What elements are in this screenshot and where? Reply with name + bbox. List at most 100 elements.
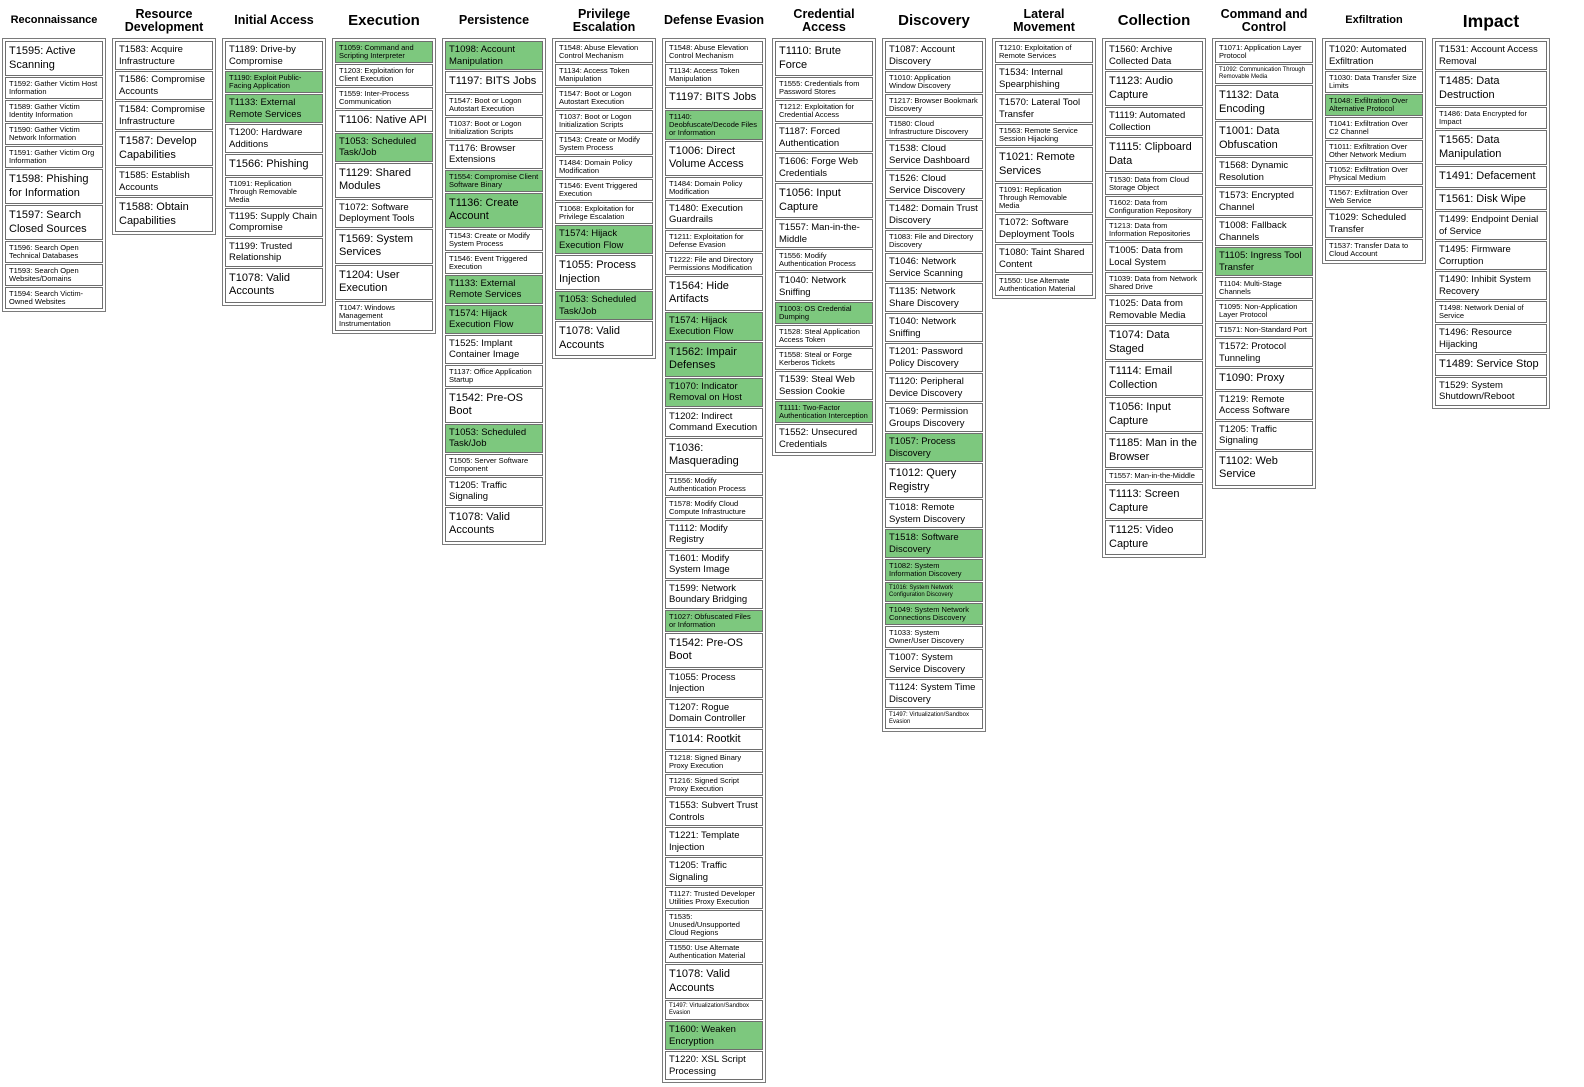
technique-cell-T1105[interactable]: T1105: Ingress Tool Transfer <box>1215 247 1313 276</box>
technique-cell-T1588[interactable]: T1588: Obtain Capabilities <box>115 197 213 232</box>
technique-cell-T1482[interactable]: T1482: Domain Trust Discovery <box>885 200 983 229</box>
technique-cell-T1203[interactable]: T1203: Exploitation for Client Execution <box>335 64 433 86</box>
technique-cell-T1049[interactable]: T1049: System Network Connections Discov… <box>885 603 983 625</box>
technique-cell-T1006[interactable]: T1006: Direct Volume Access <box>665 140 763 176</box>
technique-cell-T1115[interactable]: T1115: Clipboard Data <box>1105 137 1203 172</box>
technique-cell-T1562[interactable]: T1562: Impair Defenses <box>665 341 763 377</box>
technique-cell-T1185[interactable]: T1185: Man in the Browser <box>1105 433 1203 468</box>
technique-cell-T1087[interactable]: T1087: Account Discovery <box>885 41 983 70</box>
technique-cell-T1133[interactable]: T1133: External Remote Services <box>225 94 323 123</box>
technique-cell-T1205[interactable]: T1205: Traffic Signaling <box>1215 420 1313 450</box>
technique-cell-T1129[interactable]: T1129: Shared Modules <box>335 162 433 198</box>
technique-cell-T1140[interactable]: T1140: Deobfuscate/Decode Files or Infor… <box>665 109 763 140</box>
technique-cell-T1176[interactable]: T1176: Browser Extensions <box>445 139 543 169</box>
technique-cell-T1585[interactable]: T1585: Establish Accounts <box>115 167 213 196</box>
technique-cell-T1584[interactable]: T1584: Compromise Infrastructure <box>115 101 213 130</box>
technique-cell-T1592[interactable]: T1592: Gather Victim Host Information <box>5 77 103 99</box>
technique-cell-T1110[interactable]: T1110: Brute Force <box>775 41 873 76</box>
technique-cell-T1221[interactable]: T1221: Template Injection <box>665 827 763 856</box>
technique-cell-T1029[interactable]: T1029: Scheduled Transfer <box>1325 209 1423 238</box>
technique-cell-T1037[interactable]: T1037: Boot or Logon Initialization Scri… <box>445 116 543 139</box>
technique-cell-T1529[interactable]: T1529: System Shutdown/Reboot <box>1435 376 1547 406</box>
technique-cell-T1535[interactable]: T1535: Unused/Unsupported Cloud Regions <box>665 910 763 940</box>
technique-cell-T1568[interactable]: T1568: Dynamic Resolution <box>1215 157 1313 186</box>
technique-cell-T1136[interactable]: T1136: Create Account <box>445 192 543 228</box>
technique-cell-T1005[interactable]: T1005: Data from Local System <box>1105 242 1203 271</box>
technique-cell-T1205[interactable]: T1205: Traffic Signaling <box>665 857 763 886</box>
technique-cell-T1546[interactable]: T1546: Event Triggered Execution <box>555 179 653 201</box>
technique-cell-T1112[interactable]: T1112: Modify Registry <box>665 519 763 549</box>
technique-cell-T1104[interactable]: T1104: Multi-Stage Channels <box>1215 277 1313 299</box>
technique-cell-T1218[interactable]: T1218: Signed Binary Proxy Execution <box>665 751 763 773</box>
technique-cell-T1190[interactable]: T1190: Exploit Public-Facing Application <box>225 71 323 93</box>
technique-cell-T1600[interactable]: T1600: Weaken Encryption <box>665 1021 763 1050</box>
technique-cell-T1537[interactable]: T1537: Transfer Data to Cloud Account <box>1325 239 1423 261</box>
technique-cell-T1001[interactable]: T1001: Data Obfuscation <box>1215 121 1313 156</box>
technique-cell-T1074[interactable]: T1074: Data Staged <box>1105 325 1203 360</box>
technique-cell-T1056[interactable]: T1056: Input Capture <box>775 183 873 218</box>
technique-cell-T1212[interactable]: T1212: Exploitation for Credential Acces… <box>775 100 873 122</box>
technique-cell-T1025[interactable]: T1025: Data from Removable Media <box>1105 295 1203 324</box>
technique-cell-T1125[interactable]: T1125: Video Capture <box>1105 520 1203 555</box>
technique-cell-T1012[interactable]: T1012: Query Registry <box>885 463 983 498</box>
technique-cell-T1113[interactable]: T1113: Screen Capture <box>1105 484 1203 519</box>
technique-cell-T1563[interactable]: T1563: Remote Service Session Hijacking <box>995 124 1093 146</box>
technique-cell-T1557[interactable]: T1557: Man-in-the-Middle <box>775 219 873 248</box>
technique-cell-T1030[interactable]: T1030: Data Transfer Size Limits <box>1325 71 1423 93</box>
technique-cell-T1586[interactable]: T1586: Compromise Accounts <box>115 71 213 100</box>
technique-cell-T1127[interactable]: T1127: Trusted Developer Utilities Proxy… <box>665 887 763 909</box>
technique-cell-T1542[interactable]: T1542: Pre-OS Boot <box>445 387 543 423</box>
technique-cell-T1048[interactable]: T1048: Exfiltration Over Alternative Pro… <box>1325 94 1423 116</box>
technique-cell-T1526[interactable]: T1526: Cloud Service Discovery <box>885 170 983 199</box>
technique-cell-T1589[interactable]: T1589: Gather Victim Identity Informatio… <box>5 100 103 122</box>
technique-cell-T1556[interactable]: T1556: Modify Authentication Process <box>775 249 873 271</box>
technique-cell-T1123[interactable]: T1123: Audio Capture <box>1105 71 1203 106</box>
technique-cell-T1559[interactable]: T1559: Inter-Process Communication <box>335 87 433 109</box>
technique-cell-T1059[interactable]: T1059: Command and Scripting Interpreter <box>335 41 433 63</box>
technique-cell-T1591[interactable]: T1591: Gather Victim Org Information <box>5 146 103 168</box>
technique-cell-T1057[interactable]: T1057: Process Discovery <box>885 433 983 462</box>
technique-cell-T1016[interactable]: T1016: System Network Configuration Disc… <box>885 582 983 602</box>
technique-cell-T1543[interactable]: T1543: Create or Modify System Process <box>445 228 543 251</box>
technique-cell-T1505[interactable]: T1505: Server Software Component <box>445 453 543 476</box>
technique-cell-T1018[interactable]: T1018: Remote System Discovery <box>885 499 983 528</box>
technique-cell-T1010[interactable]: T1010: Application Window Discovery <box>885 71 983 93</box>
technique-cell-T1530[interactable]: T1530: Data from Cloud Storage Object <box>1105 173 1203 195</box>
technique-cell-T1071[interactable]: T1071: Application Layer Protocol <box>1215 41 1313 63</box>
technique-cell-T1137[interactable]: T1137: Office Application Startup <box>445 364 543 387</box>
technique-cell-T1020[interactable]: T1020: Automated Exfiltration <box>1325 41 1423 70</box>
technique-cell-T1554[interactable]: T1554: Compromise Client Software Binary <box>445 169 543 192</box>
technique-cell-T1498[interactable]: T1498: Network Denial of Service <box>1435 301 1547 323</box>
technique-cell-T1222[interactable]: T1222: File and Directory Permissions Mo… <box>665 252 763 275</box>
technique-cell-T1570[interactable]: T1570: Lateral Tool Transfer <box>995 94 1093 123</box>
technique-cell-T1528[interactable]: T1528: Steal Application Access Token <box>775 325 873 347</box>
technique-cell-T1497[interactable]: T1497: Virtualization/Sandbox Evasion <box>885 709 983 729</box>
technique-cell-T1210[interactable]: T1210: Exploitation of Remote Services <box>995 41 1093 63</box>
technique-cell-T1565[interactable]: T1565: Data Manipulation <box>1435 130 1547 165</box>
technique-cell-T1080[interactable]: T1080: Taint Shared Content <box>995 244 1093 273</box>
technique-cell-T1547[interactable]: T1547: Boot or Logon Autostart Execution <box>445 93 543 116</box>
technique-cell-T1111[interactable]: T1111: Two-Factor Authentication Interce… <box>775 401 873 423</box>
technique-cell-T1199[interactable]: T1199: Trusted Relationship <box>225 237 323 267</box>
technique-cell-T1134[interactable]: T1134: Access Token Manipulation <box>555 64 653 86</box>
technique-cell-T1211[interactable]: T1211: Exploitation for Defense Evasion <box>665 229 763 252</box>
technique-cell-T1548[interactable]: T1548: Abuse Elevation Control Mechanism <box>555 41 653 63</box>
technique-cell-T1560[interactable]: T1560: Archive Collected Data <box>1105 41 1203 70</box>
technique-cell-T1041[interactable]: T1041: Exfiltration Over C2 Channel <box>1325 117 1423 139</box>
technique-cell-T1204[interactable]: T1204: User Execution <box>335 264 433 300</box>
technique-cell-T1069[interactable]: T1069: Permission Groups Discovery <box>885 403 983 432</box>
technique-cell-T1555[interactable]: T1555: Credentials from Password Stores <box>775 77 873 99</box>
technique-cell-T1598[interactable]: T1598: Phishing for Information <box>5 169 103 204</box>
technique-cell-T1574[interactable]: T1574: Hijack Execution Flow <box>555 225 653 254</box>
technique-cell-T1552[interactable]: T1552: Unsecured Credentials <box>775 424 873 453</box>
technique-cell-T1531[interactable]: T1531: Account Access Removal <box>1435 41 1547 70</box>
technique-cell-T1219[interactable]: T1219: Remote Access Software <box>1215 390 1313 420</box>
technique-cell-T1525[interactable]: T1525: Implant Container Image <box>445 334 543 364</box>
technique-cell-T1566[interactable]: T1566: Phishing <box>225 154 323 176</box>
technique-cell-T1095[interactable]: T1095: Non-Application Layer Protocol <box>1215 300 1313 322</box>
technique-cell-T1053[interactable]: T1053: Scheduled Task/Job <box>555 291 653 320</box>
technique-cell-T1102[interactable]: T1102: Web Service <box>1215 450 1313 486</box>
technique-cell-T1040[interactable]: T1040: Network Sniffing <box>885 313 983 342</box>
technique-cell-T1201[interactable]: T1201: Password Policy Discovery <box>885 343 983 372</box>
technique-cell-T1484[interactable]: T1484: Domain Policy Modification <box>555 156 653 178</box>
